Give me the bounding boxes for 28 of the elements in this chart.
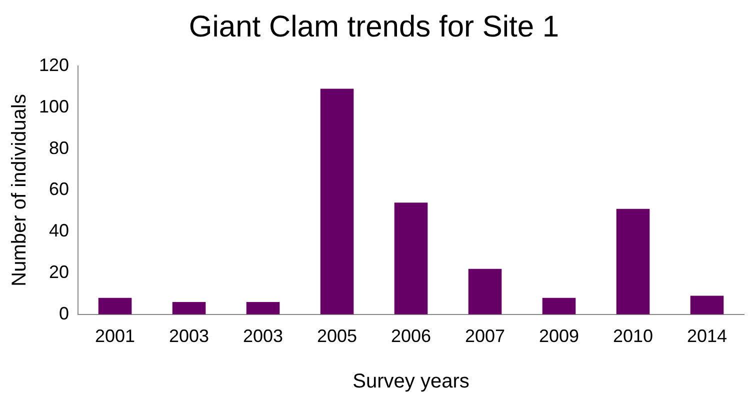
y-tick-label: 60 (49, 179, 70, 200)
x-tick-label: 2005 (316, 326, 358, 346)
bar (542, 298, 576, 314)
chart-title: Giant Clam trends for Site 1 (188, 10, 560, 44)
bar (172, 302, 206, 314)
y-tick-label: 80 (49, 138, 70, 158)
bar (394, 202, 428, 314)
y-tick-label: 120 (38, 54, 70, 75)
x-tick-label: 2001 (95, 326, 136, 346)
y-axis-title: Number of individuals (8, 94, 31, 286)
y-tick-label: 100 (38, 96, 70, 116)
bar (616, 208, 650, 314)
y-tick-label: 20 (49, 262, 70, 282)
x-tick-label: 2006 (390, 326, 432, 346)
x-tick-label: 2010 (612, 326, 654, 346)
x-tick-label: 2009 (538, 326, 580, 346)
bar (98, 298, 132, 314)
x-axis-title: Survey years (352, 370, 470, 393)
bar (246, 302, 280, 314)
x-tick-label: 2014 (686, 326, 728, 346)
x-tick-label: 2003 (169, 326, 210, 346)
bar (468, 268, 502, 314)
bar (320, 88, 354, 314)
bar (690, 296, 724, 314)
y-tick-label: 0 (59, 303, 70, 324)
x-tick-label: 2007 (464, 326, 506, 346)
y-tick-label: 40 (49, 220, 70, 241)
x-tick-label: 2003 (243, 326, 284, 346)
